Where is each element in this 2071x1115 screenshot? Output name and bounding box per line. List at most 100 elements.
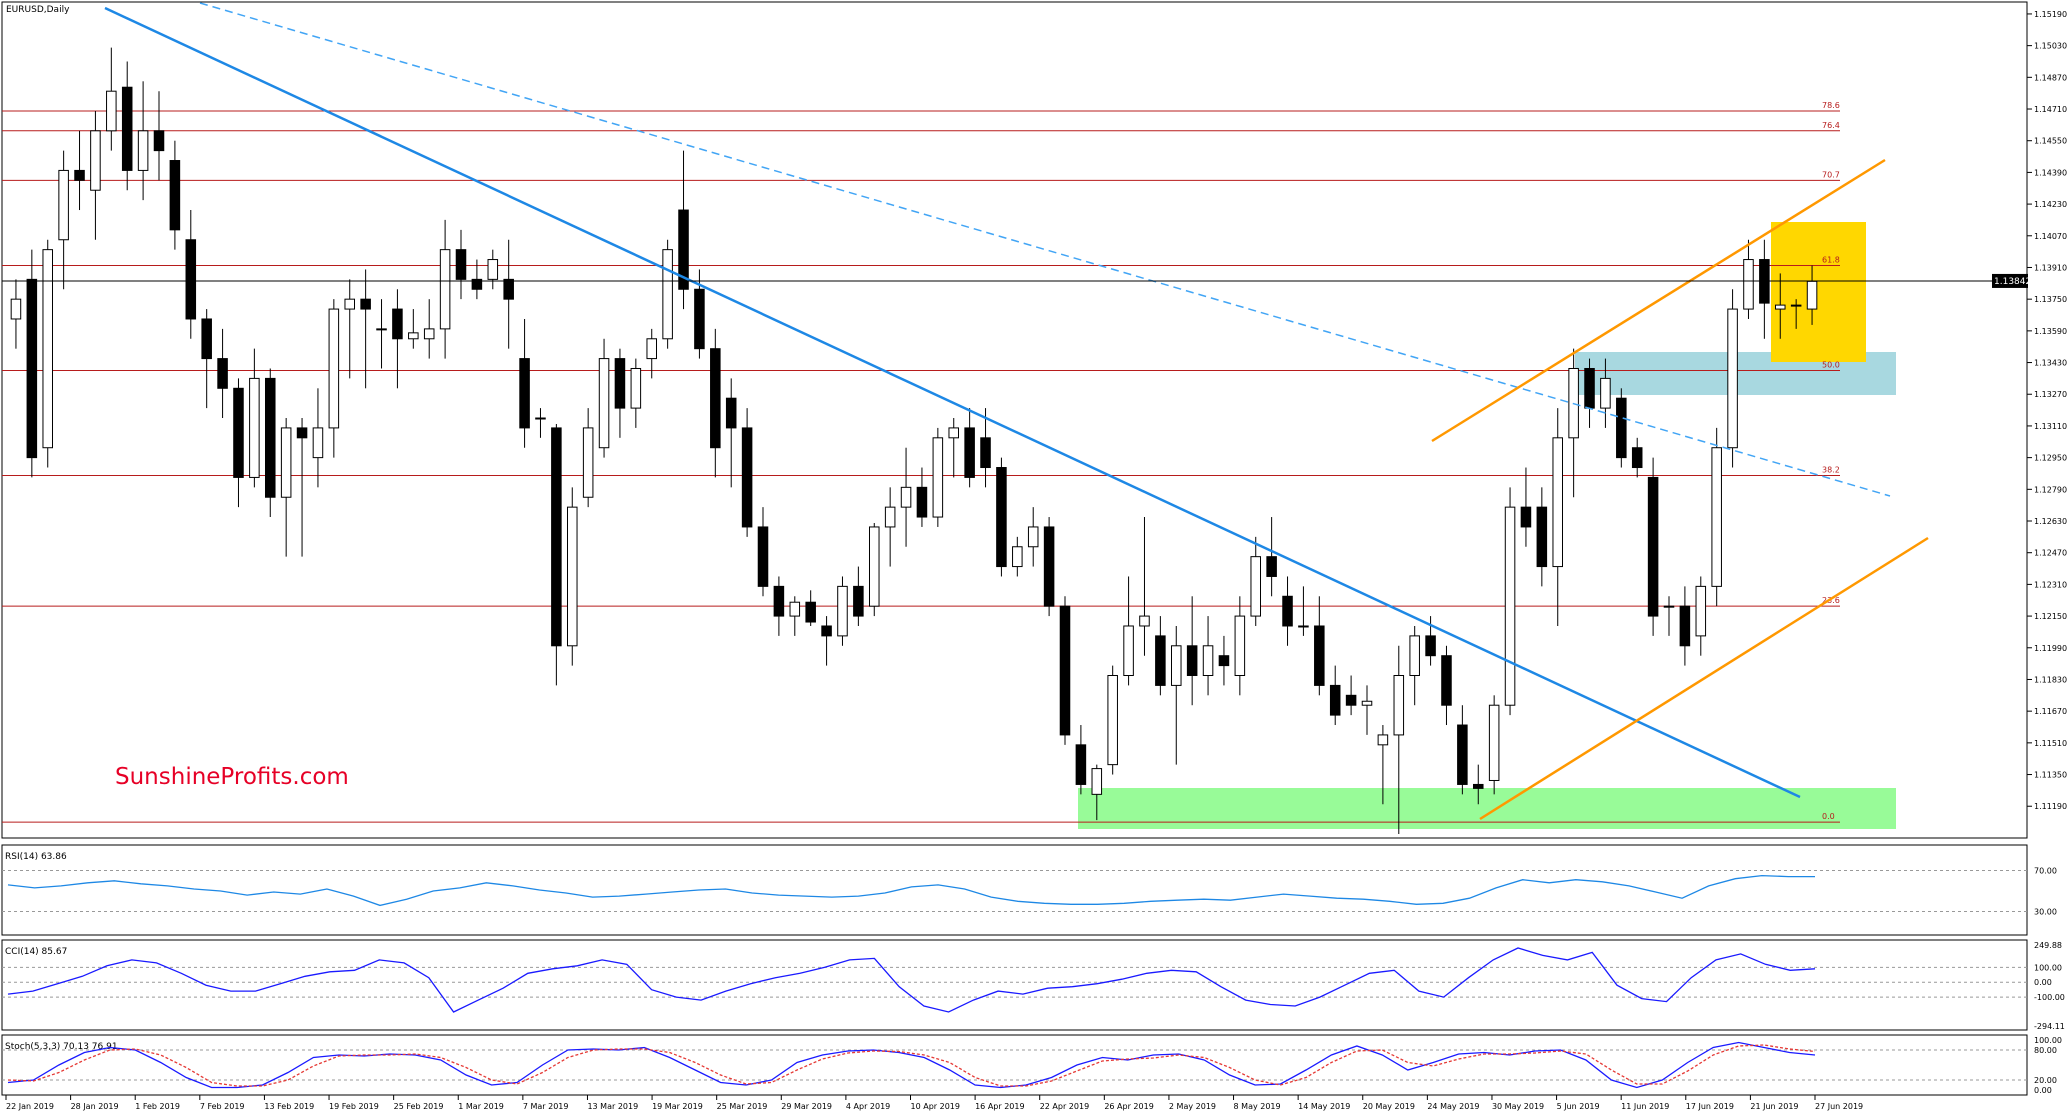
candle-body: [1457, 724, 1468, 785]
date-tick-label: 22 Apr 2019: [1040, 1102, 1089, 1111]
candle-body: [900, 486, 912, 508]
price-tick-label: 1.12470: [2034, 549, 2067, 558]
candle-body: [614, 358, 626, 409]
price-tick-label: 1.11990: [2034, 644, 2067, 653]
candle-body: [964, 427, 975, 478]
price-tick-label: 1.13590: [2034, 327, 2067, 336]
candle-body: [1075, 744, 1087, 785]
fib-label: 50.0: [1822, 360, 1840, 369]
candle-body: [249, 377, 260, 478]
candle-body: [201, 318, 212, 360]
candle-body: [884, 506, 896, 528]
date-tick-label: 24 May 2019: [1427, 1102, 1479, 1111]
candle-body: [10, 298, 22, 320]
candle-body: [408, 332, 419, 340]
indicator-line: [7, 1044, 1816, 1087]
blue-dashed-trendline: [199, 2, 1891, 497]
indicator-line: [7, 947, 1816, 1013]
stoch-panel-frame: [1, 1034, 2028, 1096]
price-tick-label: 1.14870: [2034, 73, 2067, 82]
price-tick-label: 1.12150: [2034, 612, 2067, 621]
fib-label: 78.6: [1822, 101, 1840, 110]
channel-upper-line: [1431, 158, 1886, 443]
trendlines: [104, 2, 1929, 821]
rsi-indicator: 70.00 30.00: [2, 867, 2057, 917]
candle-body: [90, 130, 101, 191]
candle-body: [1520, 506, 1532, 528]
indicator-tick-label: 0.00: [2034, 1086, 2052, 1095]
candle-body: [1377, 734, 1389, 746]
candle-body: [1234, 615, 1246, 677]
candle-body: [1139, 615, 1150, 627]
symbol-label: EURUSD,Daily: [6, 5, 70, 15]
candle-body: [1647, 476, 1659, 617]
candle-body: [58, 169, 69, 241]
date-tick-label: 27 Jun 2019: [1815, 1102, 1863, 1111]
candle-body: [1695, 585, 1707, 637]
candle-body: [1361, 700, 1373, 706]
yellow-consolidation-zone: [1771, 222, 1866, 362]
price-panel-frame: [1, 1, 2028, 839]
candle-body: [1186, 645, 1198, 677]
date-tick-label: 16 Apr 2019: [975, 1102, 1024, 1111]
candle-body: [1329, 684, 1341, 716]
blue-downtrend-line: [104, 6, 1801, 799]
date-tick-label: 21 Jun 2019: [1750, 1102, 1798, 1111]
rsi-panel-frame: [1, 844, 2028, 936]
date-tick-label: 5 Jun 2019: [1557, 1102, 1600, 1111]
price-tick-label: 1.12790: [2034, 485, 2067, 494]
indicator-tick-label: -100.00: [2034, 993, 2065, 1002]
candle-body: [1250, 556, 1262, 617]
candle-body: [137, 130, 149, 171]
price-tick-label: 1.11830: [2034, 675, 2067, 684]
date-tick-label: 30 May 2019: [1492, 1102, 1544, 1111]
candle-body: [1600, 377, 1611, 409]
candle-body: [1425, 635, 1436, 657]
candle-body: [1202, 645, 1214, 677]
candle-body: [1790, 304, 1802, 307]
indicator-tick-label: -294.11: [2034, 1022, 2065, 1031]
candle-body: [1282, 595, 1293, 627]
candle-body: [1441, 655, 1452, 706]
price-tick-label: 1.13910: [2034, 263, 2067, 272]
current-price-label: 1.13842: [1994, 277, 2031, 287]
candle-body: [566, 506, 578, 647]
candle-body: [1155, 635, 1166, 686]
candle-body: [948, 427, 960, 439]
fib-label: 38.2: [1822, 465, 1840, 474]
date-tick-label: 4 Apr 2019: [846, 1102, 890, 1111]
candle-body: [773, 585, 785, 617]
price-tick-label: 1.11670: [2034, 707, 2067, 716]
candle-body: [662, 249, 673, 340]
candle-body: [392, 308, 403, 340]
candle-body: [1631, 447, 1643, 469]
candle-body: [598, 358, 610, 449]
fib-label: 0.0: [1822, 812, 1835, 821]
price-tick-label: 1.13270: [2034, 390, 2067, 399]
date-tick-label: 1 Feb 2019: [135, 1102, 180, 1111]
indicator-tick-label: 70.00: [2034, 867, 2057, 876]
candle-body: [678, 209, 689, 290]
candle-body: [1504, 506, 1516, 706]
price-tick-label: 1.12630: [2034, 517, 2067, 526]
price-tick-label: 1.14710: [2034, 105, 2067, 114]
candle-body: [264, 377, 276, 498]
candle-body: [1107, 675, 1118, 766]
price-tick-label: 1.11350: [2034, 771, 2067, 780]
price-tick-label: 1.13430: [2034, 359, 2067, 368]
candle-body: [328, 308, 340, 429]
candle-body: [868, 526, 880, 607]
candle-body: [1488, 704, 1500, 781]
candle-body: [503, 278, 514, 300]
candle-body: [1743, 259, 1754, 310]
candle-body: [582, 427, 594, 498]
candle-body: [837, 585, 848, 637]
candle-body: [725, 397, 737, 429]
candle-body: [153, 130, 165, 152]
date-tick-label: 22 Jan 2019: [6, 1102, 54, 1111]
candle-body: [1409, 635, 1420, 677]
candle-body: [471, 278, 483, 290]
candle-body: [233, 387, 244, 478]
